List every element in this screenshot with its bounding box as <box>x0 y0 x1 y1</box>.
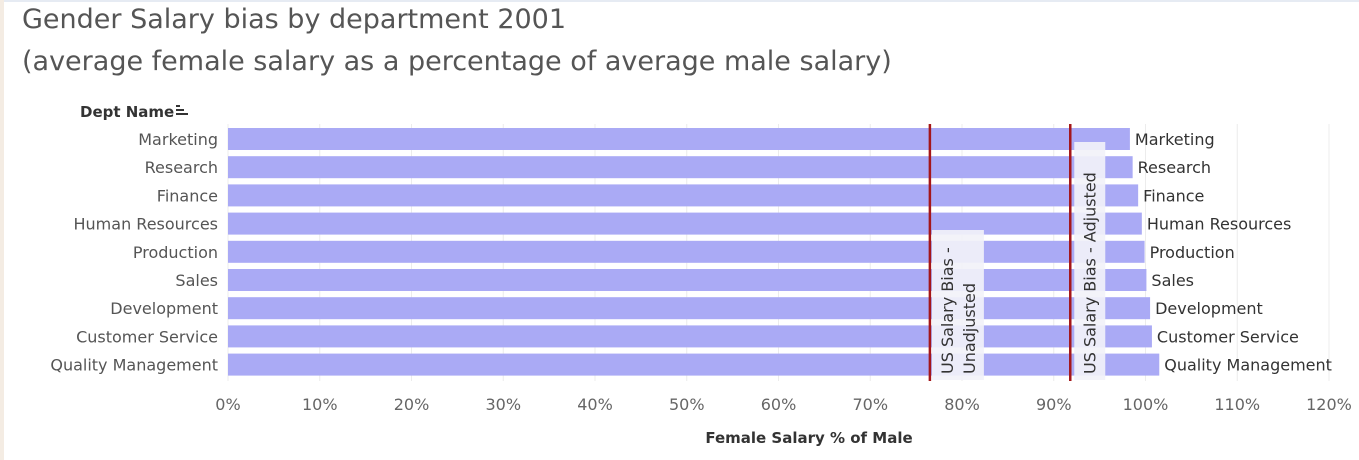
bar[interactable] <box>228 269 1147 291</box>
chart-title: Gender Salary bias by department 2001 <box>22 4 567 35</box>
bar-end-label: Customer Service <box>1157 327 1299 346</box>
x-tick-label: 120% <box>1306 395 1352 414</box>
bar-end-label: Human Resources <box>1147 215 1292 234</box>
category-label: Marketing <box>138 130 218 149</box>
category-labels: Marketing Research Finance Human Resources P… <box>50 130 218 375</box>
x-tick-label: 100% <box>1123 395 1169 414</box>
y-axis-field-label: Dept Name <box>80 103 174 121</box>
bar[interactable] <box>228 325 1152 348</box>
category-label: Finance <box>157 186 218 205</box>
x-tick-label: 110% <box>1214 395 1260 414</box>
bar-end-label: Quality Management <box>1164 356 1332 375</box>
bar-end-label: Sales <box>1151 271 1194 290</box>
left-edge-stripe <box>0 0 4 460</box>
bar-end-label: Finance <box>1143 186 1204 205</box>
reference-line-label: US Salary Bias - <box>938 247 957 374</box>
x-axis-ticks: 0% 10% 20% 30% 40% 50% 60% 70% 80% 90% 100% 110% 120… <box>215 395 1352 414</box>
category-label: Research <box>145 158 218 177</box>
top-border <box>0 0 1359 2</box>
reference-lines: US Salary Bias - Unadjusted US Salary Bias… <box>928 124 1106 381</box>
bar-end-label: Production <box>1150 243 1235 262</box>
bar-end-label: Marketing <box>1135 130 1215 149</box>
reference-label-box <box>1074 142 1106 380</box>
sort-descending-icon[interactable] <box>176 105 188 115</box>
bar[interactable] <box>228 128 1130 150</box>
x-tick-label: 30% <box>485 395 521 414</box>
x-axis-title: Female Salary % of Male <box>705 429 912 447</box>
bar[interactable] <box>228 297 1151 320</box>
reference-label-box <box>931 230 984 380</box>
bar-end-label: Development <box>1155 299 1263 318</box>
bar-end-label: Research <box>1138 158 1211 177</box>
category-label: Quality Management <box>50 356 218 375</box>
reference-line-label: Unadjusted <box>960 283 979 374</box>
x-tick-label: 80% <box>944 395 980 414</box>
x-tick-label: 10% <box>302 395 338 414</box>
x-tick-label: 60% <box>761 395 797 414</box>
x-tick-label: 0% <box>215 395 240 414</box>
bar[interactable] <box>228 156 1133 179</box>
bar[interactable] <box>228 212 1142 235</box>
x-tick-label: 20% <box>394 395 430 414</box>
bar[interactable] <box>228 353 1160 376</box>
bar-end-labels: Marketing Research Finance Human Resources P… <box>1135 130 1332 375</box>
x-tick-label: 40% <box>577 395 613 414</box>
x-tick-label: 50% <box>669 395 705 414</box>
x-tick-label: 70% <box>852 395 888 414</box>
x-tick-label: 90% <box>1036 395 1072 414</box>
category-label: Customer Service <box>76 327 218 346</box>
category-label: Human Resources <box>74 215 219 234</box>
bar[interactable] <box>228 184 1139 207</box>
category-label: Sales <box>175 271 218 290</box>
category-label: Development <box>110 299 218 318</box>
category-label: Production <box>133 243 218 262</box>
bar[interactable] <box>228 240 1145 263</box>
reference-line-label: US Salary Bias - Adjusted <box>1080 172 1099 374</box>
chart-subtitle: (average female salary as a percentage o… <box>22 46 892 77</box>
bars <box>228 128 1160 376</box>
